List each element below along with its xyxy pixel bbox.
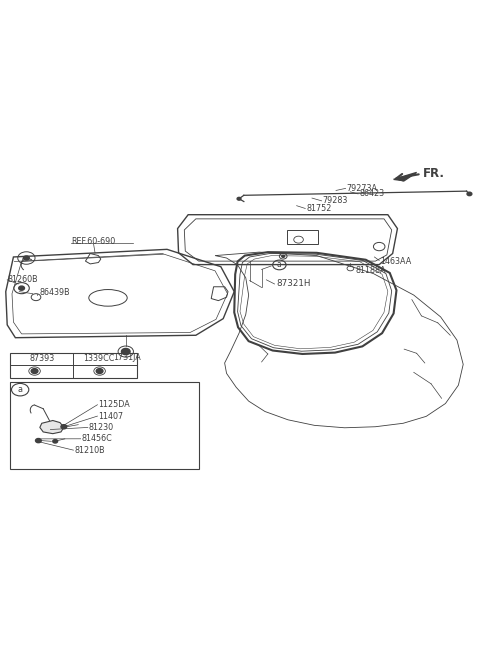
Text: 86423: 86423: [359, 190, 384, 198]
Text: 1125DA: 1125DA: [98, 400, 130, 409]
Bar: [10, 382, 199, 469]
Text: 11407: 11407: [98, 412, 123, 420]
Bar: [10, 352, 137, 378]
Text: 79283: 79283: [323, 196, 348, 205]
Text: 81456C: 81456C: [82, 434, 112, 444]
Polygon shape: [40, 420, 64, 434]
Text: 81210B: 81210B: [74, 446, 105, 455]
Circle shape: [96, 368, 103, 374]
Circle shape: [19, 286, 24, 290]
Circle shape: [36, 438, 41, 443]
Circle shape: [237, 198, 241, 200]
Text: 79273A: 79273A: [347, 184, 378, 193]
Circle shape: [53, 440, 58, 443]
Text: 81230: 81230: [89, 423, 114, 432]
Circle shape: [121, 348, 130, 354]
Text: REF.60-690: REF.60-690: [71, 237, 115, 246]
Circle shape: [61, 425, 67, 429]
Text: 81260B: 81260B: [7, 275, 38, 284]
Circle shape: [467, 192, 472, 196]
Polygon shape: [394, 172, 417, 181]
Circle shape: [282, 255, 285, 257]
Text: 1339CC: 1339CC: [83, 354, 114, 363]
Bar: [287, 230, 318, 244]
Text: 1463AA: 1463AA: [380, 257, 411, 265]
Text: 1731JA: 1731JA: [113, 353, 141, 362]
Text: 86439B: 86439B: [39, 288, 70, 297]
Text: 81188A: 81188A: [355, 265, 386, 275]
Text: a: a: [277, 261, 282, 269]
Circle shape: [24, 256, 29, 260]
Circle shape: [31, 368, 38, 374]
Text: FR.: FR.: [423, 168, 445, 180]
Text: 81752: 81752: [306, 204, 332, 213]
Text: 87393: 87393: [30, 354, 55, 363]
Text: 87321H: 87321H: [276, 279, 311, 288]
Text: a: a: [18, 385, 23, 394]
